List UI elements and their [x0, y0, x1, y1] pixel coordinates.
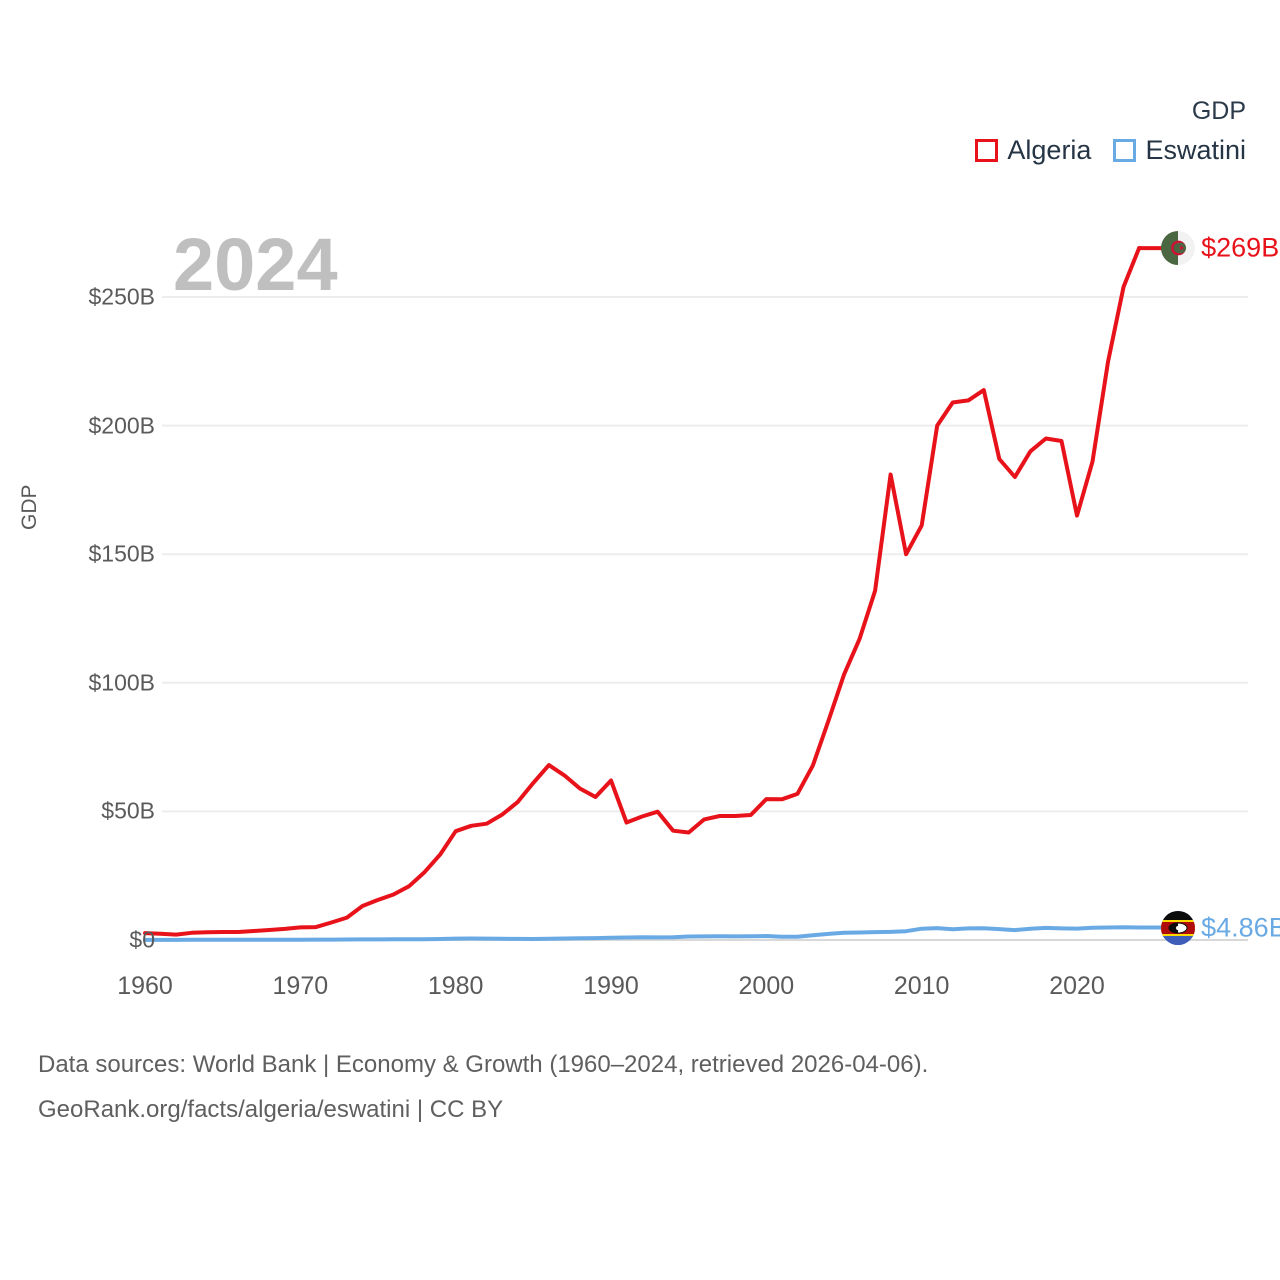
legend-swatch-algeria-icon — [975, 138, 999, 162]
series-lines — [143, 246, 1164, 942]
algeria-flag-icon — [1161, 231, 1196, 266]
legend-label-eswatini: Eswatini — [1145, 135, 1246, 165]
gridlines — [162, 296, 1248, 941]
y-axis-tick-label: $200B — [88, 412, 155, 439]
chart-legend: GDP Algeria Eswatini — [0, 96, 1248, 165]
chart-footer: Data sources: World Bank | Economy & Gro… — [38, 1042, 928, 1132]
y-axis-tick-label: $50B — [101, 797, 155, 824]
series-line-algeria — [143, 246, 1142, 937]
y-axis-tick-label: $100B — [88, 669, 155, 696]
footer-line-attribution[interactable]: GeoRank.org/facts/algeria/eswatini | CC … — [38, 1096, 504, 1123]
legend-item-eswatini[interactable]: Eswatini — [1113, 135, 1246, 165]
legend-label-algeria: Algeria — [1007, 135, 1092, 165]
y-axis-tick-label: $150B — [88, 540, 155, 567]
legend-swatch-eswatini-icon — [1113, 138, 1137, 162]
x-axis-tick-label: 1980 — [427, 972, 484, 1000]
y-axis-tick-label: $0 — [129, 926, 155, 953]
x-axis-tick-label: 2010 — [893, 972, 950, 1000]
series-line-eswatini — [143, 925, 1142, 942]
eswatini-end-label: $4.86B — [1201, 912, 1280, 942]
x-axis-tick-label: 2000 — [738, 972, 795, 1000]
y-axis-tick-label: $250B — [88, 283, 155, 310]
x-axis-tick-label: 1960 — [117, 972, 173, 1000]
legend-item-algeria[interactable]: Algeria — [975, 135, 1091, 165]
eswatini-flag-icon — [1161, 910, 1196, 945]
x-axis-tick-label: 2020 — [1049, 972, 1105, 1000]
legend-title: GDP — [1191, 97, 1246, 125]
footer-line-sources: Data sources: World Bank | Economy & Gro… — [38, 1051, 929, 1078]
x-axis-tick-label: 1970 — [272, 972, 329, 1000]
year-watermark: 2024 — [173, 223, 338, 306]
legend-items: Algeria Eswatini — [0, 135, 1248, 165]
algeria-end-label: $269B — [1201, 232, 1280, 263]
x-axis-tick-label: 1990 — [583, 972, 639, 1000]
